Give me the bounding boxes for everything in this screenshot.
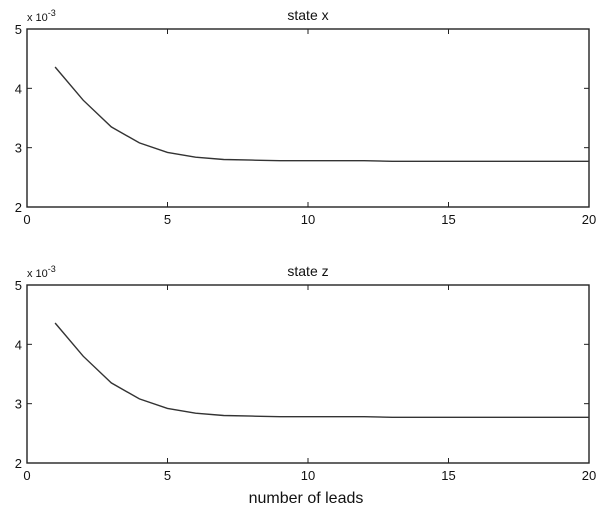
x-tick-label: 0 xyxy=(23,212,30,227)
y-tick-label: 2 xyxy=(15,200,22,215)
chart-panel-2: state z x 10-3 0 5 10 15 20 2 3 4 5 xyxy=(15,263,596,483)
y-tick-label: 3 xyxy=(15,397,22,412)
series-line-1 xyxy=(54,66,589,163)
x-tick-label: 10 xyxy=(301,212,315,227)
x-tick-label: 5 xyxy=(164,212,171,227)
y-scale-factor: x 10-3 xyxy=(27,264,56,280)
plot-area xyxy=(26,284,590,464)
chart-title: state z xyxy=(287,263,328,279)
y-tick-label: 4 xyxy=(15,337,22,352)
x-tick-label: 10 xyxy=(301,468,315,483)
y-scale-exponent: -3 xyxy=(48,8,56,18)
y-tick-label: 4 xyxy=(15,81,22,96)
y-tick-label: 5 xyxy=(15,22,22,37)
x-tick-label: 5 xyxy=(164,468,171,483)
x-tick-label: 0 xyxy=(23,468,30,483)
y-scale-factor: x 10-3 xyxy=(27,8,56,24)
x-axis-label: number of leads xyxy=(249,490,364,507)
x-tick-label: 15 xyxy=(441,212,455,227)
y-tick-label: 5 xyxy=(15,278,22,293)
chart-panel-1: state x x 10-3 0 5 10 15 20 2 3 4 5 xyxy=(15,7,596,227)
y-tick-label: 2 xyxy=(15,456,22,471)
plot-area xyxy=(26,28,590,208)
x-tick-label: 20 xyxy=(582,468,596,483)
y-scale-exponent: -3 xyxy=(48,264,56,274)
chart-title: state x xyxy=(287,7,328,23)
x-tick-label: 20 xyxy=(582,212,596,227)
x-tick-label: 15 xyxy=(441,468,455,483)
chart-panels: state x x 10-3 0 5 10 15 20 2 3 4 5 state z x 10-3 0 5… xyxy=(15,7,596,483)
series-line-1 xyxy=(54,322,589,418)
y-tick-label: 3 xyxy=(15,141,22,156)
